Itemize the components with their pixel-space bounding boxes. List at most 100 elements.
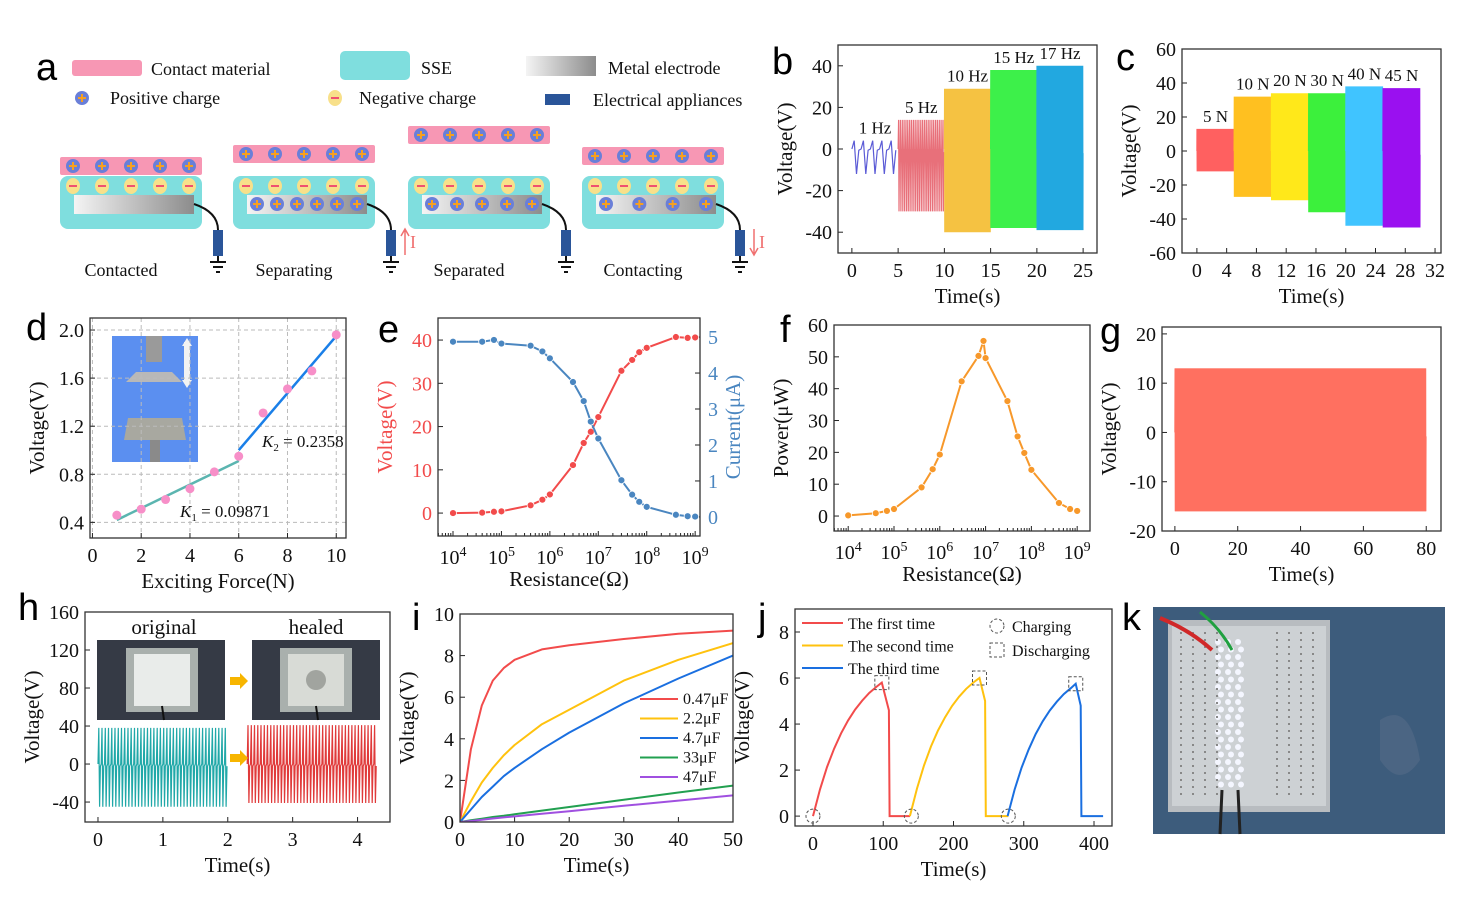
segment-label: 10 N bbox=[1236, 75, 1270, 94]
data-point bbox=[981, 354, 990, 363]
breadboard-hole bbox=[1180, 765, 1182, 767]
y-axis-label: Voltage(V) bbox=[730, 671, 754, 764]
positive-charge-icon bbox=[270, 197, 284, 211]
breadboard-hole bbox=[1276, 660, 1278, 662]
plot-area bbox=[1174, 368, 1427, 512]
negative-charge-icon bbox=[124, 178, 138, 194]
led bbox=[1218, 751, 1224, 758]
waveform-segment bbox=[1382, 88, 1421, 228]
panel-letter-a: a bbox=[36, 47, 58, 89]
series-line bbox=[460, 629, 733, 822]
x-axis-label: Time(s) bbox=[935, 284, 1001, 308]
breadboard-hole bbox=[1288, 779, 1290, 781]
positive-charge-icon bbox=[66, 159, 80, 173]
breadboard-hole bbox=[1180, 681, 1182, 683]
x-tick-label: 0 bbox=[93, 829, 103, 851]
breadboard-hole bbox=[1300, 723, 1302, 725]
arrow-right-icon bbox=[230, 673, 248, 689]
data-point bbox=[161, 495, 171, 505]
segment-label: 30 N bbox=[1310, 71, 1344, 90]
x-tick-label: 109 bbox=[1064, 540, 1091, 564]
plot-area bbox=[97, 725, 377, 807]
breadboard-hole bbox=[1216, 639, 1218, 641]
breadboard-hole bbox=[1276, 688, 1278, 690]
x-tick-label: 106 bbox=[536, 545, 563, 569]
breadboard-hole bbox=[1288, 667, 1290, 669]
positive-charge-icon bbox=[350, 197, 364, 211]
y-tick-label: 2.0 bbox=[59, 320, 84, 342]
breadboard-hole bbox=[1204, 716, 1206, 718]
plus-sign bbox=[185, 162, 193, 170]
led bbox=[1235, 759, 1241, 765]
y-right-tick-label: 5 bbox=[708, 327, 718, 349]
data-point bbox=[586, 417, 595, 426]
breadboard-hole bbox=[1288, 723, 1290, 725]
charging-marker bbox=[1000, 808, 1016, 824]
x-axis-label: Resistance(Ω) bbox=[902, 562, 1021, 586]
y-axis-label: Voltage(V) bbox=[20, 671, 44, 764]
breadboard-hole bbox=[1312, 667, 1314, 669]
led-demo-photo bbox=[1153, 607, 1445, 835]
positive-charge-icon bbox=[239, 147, 253, 161]
breadboard-hole bbox=[1312, 716, 1314, 718]
led bbox=[1215, 759, 1221, 765]
positive-charge-icon bbox=[599, 197, 613, 211]
data-point bbox=[1055, 499, 1063, 507]
x-tick-label: 10 bbox=[326, 545, 346, 567]
segment-label: 10 Hz bbox=[947, 67, 989, 86]
breadboard-hole bbox=[1288, 660, 1290, 662]
breadboard-hole bbox=[1216, 709, 1218, 711]
breadboard-hole bbox=[1288, 751, 1290, 753]
led bbox=[1228, 751, 1234, 758]
x-tick-label: 0 bbox=[847, 260, 857, 282]
y-tick-label: 0 bbox=[818, 506, 828, 528]
x-tick-label: 50 bbox=[723, 829, 743, 851]
led bbox=[1235, 714, 1241, 720]
y-axis-label: Voltage(V) bbox=[373, 381, 397, 474]
breadboard-hole bbox=[1276, 793, 1278, 795]
breadboard-hole bbox=[1288, 758, 1290, 760]
y-axis-label: Voltage(V) bbox=[25, 382, 49, 475]
arrow-right-icon bbox=[230, 750, 248, 766]
waveform-segment bbox=[1233, 96, 1272, 197]
data-point bbox=[579, 397, 588, 405]
breadboard-hole bbox=[1192, 681, 1194, 683]
x-tick-label: 10 bbox=[934, 260, 954, 282]
breadboard-hole bbox=[1312, 709, 1314, 711]
breadboard-hole bbox=[1216, 758, 1218, 760]
y-tick-label: 80 bbox=[59, 678, 79, 700]
positive-charge-icon bbox=[355, 147, 369, 161]
plus-sign bbox=[313, 200, 321, 208]
breadboard-hole bbox=[1204, 695, 1206, 697]
breadboard-hole bbox=[1192, 737, 1194, 739]
plot-frame bbox=[89, 317, 347, 539]
x-tick-label: 40 bbox=[1291, 538, 1311, 560]
breadboard-hole bbox=[1300, 758, 1302, 760]
breadboard-hole bbox=[1276, 681, 1278, 683]
y-tick-label: -40 bbox=[805, 222, 832, 244]
breadboard-hole bbox=[1300, 744, 1302, 746]
breadboard-hole bbox=[1276, 744, 1278, 746]
positive-charge-icon bbox=[443, 128, 457, 142]
breadboard-hole bbox=[1204, 688, 1206, 690]
breadboard-hole bbox=[1192, 688, 1194, 690]
ground-icon bbox=[558, 256, 574, 273]
data-point bbox=[642, 502, 651, 511]
breadboard-hole bbox=[1276, 632, 1278, 634]
x-tick-label: 108 bbox=[633, 545, 660, 569]
x-tick-label: 105 bbox=[488, 545, 515, 569]
breadboard-hole bbox=[1300, 646, 1302, 648]
discharging-marker bbox=[971, 670, 987, 686]
negative-charge-icon bbox=[704, 178, 718, 194]
panel-letter-k: k bbox=[1122, 597, 1142, 639]
legend-discharging: Discharging bbox=[1012, 643, 1090, 660]
breadboard-hole bbox=[1288, 688, 1290, 690]
current-down-arrow-icon bbox=[749, 229, 759, 257]
data-point bbox=[974, 351, 983, 360]
y-tick-label: -20 bbox=[1149, 175, 1176, 197]
led bbox=[1228, 676, 1234, 683]
breadboard-hole bbox=[1216, 772, 1218, 774]
y-tick-label: 10 bbox=[412, 460, 432, 482]
x-tick-label: 2 bbox=[136, 545, 146, 567]
x-axis-label: Time(s) bbox=[921, 857, 987, 881]
